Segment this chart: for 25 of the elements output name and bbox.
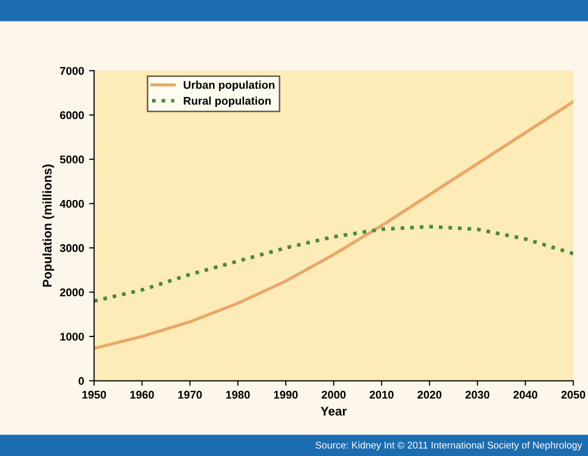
- legend-label: Rural population: [184, 96, 271, 107]
- x-tick-label: 2010: [370, 390, 394, 399]
- y-tick-label: 5000: [60, 156, 84, 164]
- legend-label: Urban population: [184, 80, 274, 92]
- x-tick-label: 2040: [513, 390, 538, 399]
- y-tick-label: 0: [78, 377, 84, 385]
- x-tick-label: 1980: [226, 390, 250, 399]
- y-tick-label: 2000: [60, 288, 84, 296]
- x-tick-label: 1990: [274, 390, 298, 399]
- y-tick-label: 4000: [60, 200, 84, 208]
- y-tick-label: 1000: [60, 332, 84, 341]
- x-tick-label: 2030: [465, 390, 490, 399]
- y-tick-label: 6000: [60, 111, 84, 120]
- y-axis-title: Population (millions): [42, 164, 54, 287]
- x-tick-label: 1960: [130, 390, 154, 399]
- x-axis-title: Year: [320, 406, 347, 416]
- x-tick-label: 2050: [561, 390, 586, 399]
- y-tick-label: 7000: [60, 66, 84, 75]
- source-note: Source: Kidney Int © 2011 International Society of Nephrology: [316, 441, 582, 450]
- x-tick-label: 1970: [178, 390, 202, 399]
- x-tick-label: 1950: [82, 390, 106, 399]
- x-tick-label: 2020: [418, 390, 442, 399]
- x-tick-label: 2000: [322, 390, 346, 399]
- y-tick-label: 3000: [60, 244, 84, 252]
- line-series: [94, 224, 574, 303]
